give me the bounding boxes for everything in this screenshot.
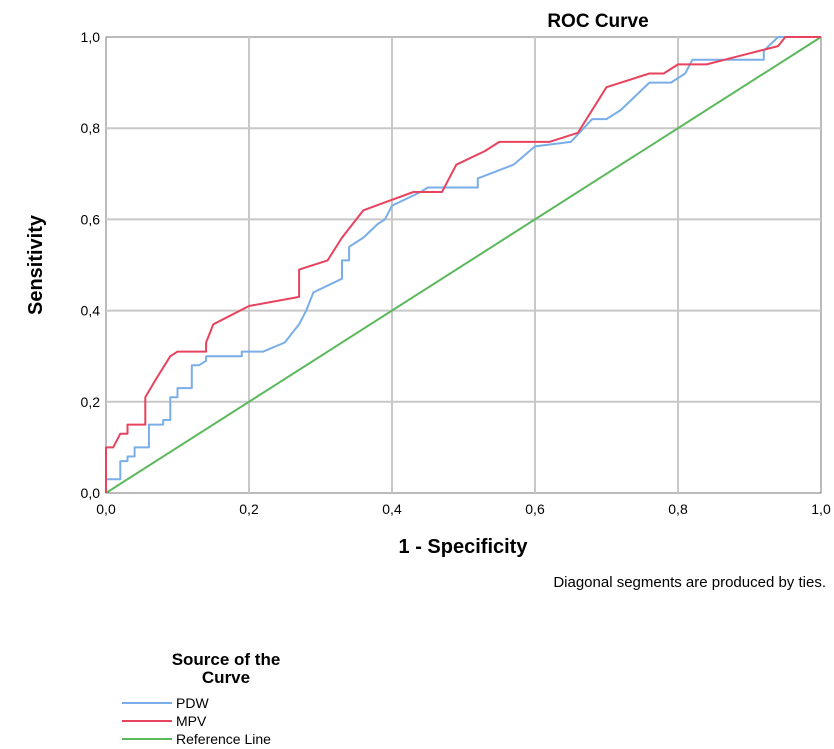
series-lines [105,36,822,494]
x-axis-label: 1 - Specificity [399,536,529,558]
y-tick-label: 0,2 [81,394,101,410]
legend-label: MPV [176,713,207,729]
y-tick-label: 0,6 [81,211,101,227]
x-tick-label: 0,4 [382,501,402,517]
x-tick-label: 1,0 [811,501,831,517]
legend: Source of the Curve PDW MPV Reference Line [122,650,280,747]
y-axis-label: Sensitivity [25,214,47,315]
axis-ticks: 0,0 0,2 0,4 0,6 0,8 1,0 0,0 0,2 0,4 0,6 0,8 1,0 [81,29,831,517]
series-line-mpv [105,36,821,493]
ties-note: Diagonal segments are produced by ties. [553,574,826,591]
y-tick-label: 0,0 [81,485,101,501]
series-line-reference-line [105,36,822,494]
y-tick-label: 0,8 [81,120,101,136]
x-tick-label: 0,8 [668,501,688,517]
x-tick-label: 0,2 [239,501,259,517]
plot-frame [105,36,822,494]
legend-items: PDW MPV Reference Line [122,695,271,747]
x-tick-label: 0,6 [525,501,545,517]
y-tick-label: 1,0 [81,29,101,45]
y-tick-label: 0,4 [81,303,101,319]
legend-title-line-1: Source of the [172,650,281,669]
x-tick-label: 0,0 [96,501,116,517]
legend-label: PDW [176,695,209,711]
chart-title: ROC Curve [547,11,648,32]
legend-title-line-2: Curve [202,668,250,687]
grid-lines [106,37,821,493]
legend-label: Reference Line [176,731,271,747]
series-line-pdw [105,36,821,493]
